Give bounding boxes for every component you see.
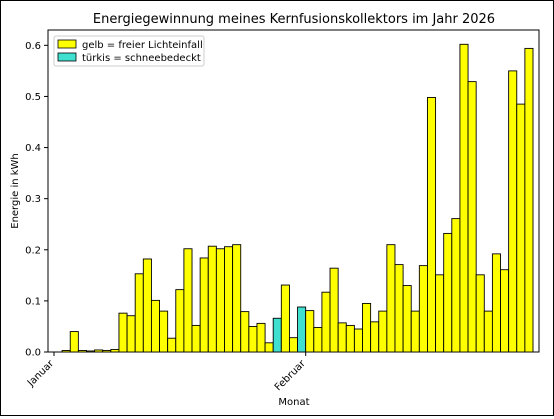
- legend-frame: [53, 35, 205, 67]
- bar-free-light: [459, 43, 469, 353]
- bar-free-light: [207, 245, 217, 353]
- bar-free-light: [353, 328, 363, 353]
- y-axis-label: Energie in kWh: [10, 153, 21, 229]
- bar-free-light: [516, 103, 526, 353]
- bar-free-light: [232, 244, 242, 353]
- bar-free-light: [394, 264, 404, 353]
- bar-free-light: [313, 327, 323, 353]
- bar-free-light: [159, 310, 169, 353]
- legend-swatch-snow: [57, 52, 77, 62]
- bar-free-light: [183, 248, 193, 353]
- bar-free-light: [134, 273, 144, 353]
- y-axis: 0.0 0.1 0.2 0.3 0.4 0.5 0.6: [25, 41, 48, 359]
- bar-free-light: [224, 246, 234, 353]
- bar-free-light: [467, 81, 477, 353]
- y-tick-label: 0.5: [25, 92, 41, 103]
- bar-free-light: [378, 310, 388, 353]
- bar-free-light: [199, 257, 209, 353]
- bar-free-light: [524, 47, 534, 353]
- bar-free-light: [240, 311, 250, 353]
- bar-snow-covered: [272, 317, 282, 353]
- bar-free-light: [288, 337, 299, 353]
- bar-free-light: [69, 331, 79, 353]
- bar-free-light: [264, 342, 274, 353]
- bar-free-light: [110, 348, 120, 353]
- bar-free-light: [61, 350, 71, 353]
- x-axis: Januar Februar: [25, 352, 308, 393]
- bar-free-light: [305, 310, 315, 353]
- legend-label-free: gelb = freier Lichteinfall: [82, 40, 203, 51]
- y-tick-label: 0.3: [25, 194, 41, 205]
- bar-free-light: [191, 324, 201, 353]
- bar-free-light: [410, 310, 420, 353]
- bar-free-light: [402, 285, 412, 353]
- bar-free-light: [280, 284, 290, 353]
- y-tick-label: 0.4: [25, 143, 41, 154]
- bar-free-light: [386, 244, 396, 353]
- bar-free-light: [118, 312, 128, 353]
- x-tick-label: Januar: [25, 358, 57, 390]
- bar-free-light: [77, 350, 87, 353]
- chart-title: Energiegewinnung meines Kernfusionskolle…: [93, 12, 495, 27]
- y-tick-label: 0.6: [25, 41, 41, 52]
- x-axis-label: Monat: [278, 397, 309, 408]
- bar-free-light: [427, 97, 437, 353]
- bar-free-light: [443, 232, 453, 353]
- bar-free-light: [126, 315, 136, 353]
- bar-snow-covered: [297, 306, 307, 353]
- bar-free-light: [248, 325, 258, 353]
- x-tick-label: Februar: [273, 358, 309, 394]
- bar-free-light: [102, 350, 112, 353]
- legend-label-snow: türkis = schneebedeckt: [82, 53, 201, 64]
- bar-free-light: [483, 310, 493, 353]
- legend-swatch-free: [57, 39, 77, 49]
- bar-free-light: [345, 324, 355, 353]
- bar-free-light: [150, 299, 160, 353]
- bar-free-light: [256, 322, 266, 353]
- y-tick-label: 0.1: [25, 296, 41, 307]
- bar-free-light: [94, 349, 104, 353]
- bar-free-light: [508, 70, 518, 353]
- y-tick-label: 0.2: [25, 245, 41, 256]
- y-tick-label: 0.0: [25, 348, 41, 359]
- bar-free-light: [362, 302, 372, 353]
- bar-free-light: [215, 248, 225, 353]
- bar-free-light: [370, 321, 380, 353]
- bar-free-light: [435, 274, 445, 353]
- bar-free-light: [491, 253, 501, 353]
- bar-free-light: [337, 322, 347, 353]
- bar-free-light: [418, 265, 428, 353]
- bar-free-light: [321, 291, 331, 353]
- bar-free-light: [142, 258, 152, 353]
- bar-free-light: [329, 267, 339, 353]
- bar-free-light: [500, 269, 510, 353]
- bar-free-light: [86, 350, 96, 353]
- bar-free-light: [175, 289, 185, 353]
- bar-free-light: [475, 274, 485, 353]
- bar-free-light: [451, 218, 461, 353]
- bars-group: [61, 43, 534, 353]
- legend: gelb = freier Lichteinfall türkis = schn…: [53, 35, 205, 67]
- bar-free-light: [167, 337, 177, 353]
